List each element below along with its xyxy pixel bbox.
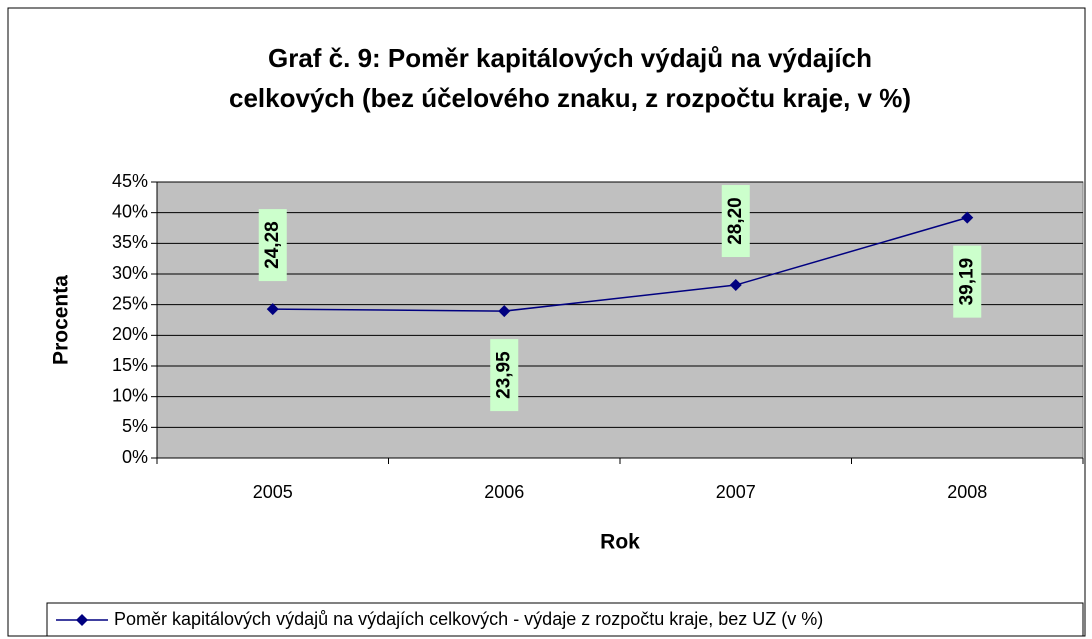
y-tick-label: 10% <box>112 385 148 405</box>
chart-title: Graf č. 9: Poměr kapitálových výdajů na … <box>268 43 872 73</box>
chart-title: celkových (bez účelového znaku, z rozpoč… <box>229 83 911 113</box>
x-tick-label: 2005 <box>253 482 293 502</box>
y-tick-label: 5% <box>122 416 148 436</box>
data-label: 23,95 <box>493 351 514 399</box>
y-tick-label: 40% <box>112 201 148 221</box>
y-tick-label: 0% <box>122 447 148 467</box>
plot-area <box>156 181 1084 459</box>
legend-marker <box>76 614 88 626</box>
marker <box>266 303 279 316</box>
marker <box>961 211 974 224</box>
legend-box <box>46 602 1084 637</box>
data-label: 24,28 <box>262 221 283 269</box>
y-tick-label: 25% <box>112 293 148 313</box>
y-tick-label: 20% <box>112 324 148 344</box>
y-tick-label: 30% <box>112 263 148 283</box>
x-axis-label: Rok <box>600 531 640 554</box>
line <box>272 216 968 312</box>
x-tick-label: 2007 <box>716 482 756 502</box>
y-axis-label: Procenta <box>50 275 73 365</box>
data-label: 28,20 <box>725 197 746 245</box>
y-tick-label: 15% <box>112 355 148 375</box>
legend-label: Poměr kapitálových výdajů na výdajích ce… <box>114 609 823 629</box>
x-tick-label: 2008 <box>947 482 987 502</box>
data-label-box <box>258 209 287 282</box>
data-label-box <box>490 339 519 412</box>
marker <box>498 305 511 318</box>
x-tick-label: 2006 <box>484 482 524 502</box>
data-label-box <box>721 185 750 258</box>
data-label-box <box>953 245 982 318</box>
y-tick-label: 35% <box>112 232 148 252</box>
y-tick-label: 45% <box>112 171 148 191</box>
marker <box>729 279 742 292</box>
data-label: 39,19 <box>956 258 977 306</box>
